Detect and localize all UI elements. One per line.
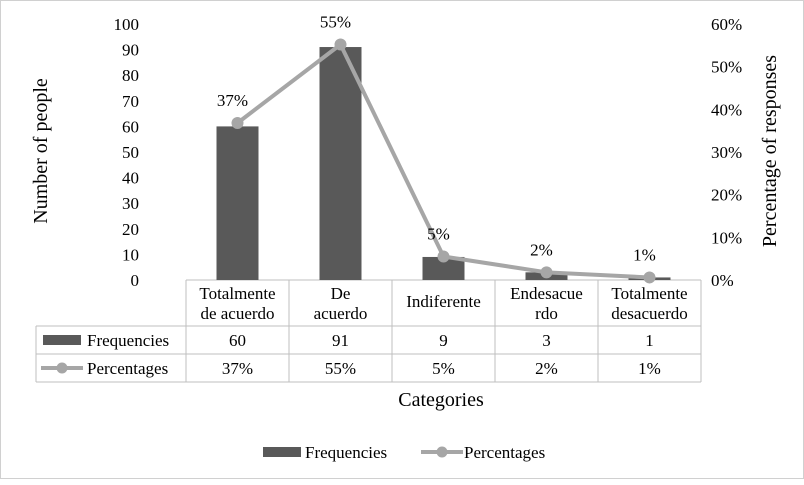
table-cell: 9 <box>439 331 448 350</box>
y2-tick-label: 60% <box>711 15 742 34</box>
category-label: De acuerdo <box>314 284 368 323</box>
table-cell: 2% <box>535 359 558 378</box>
legend-label: Percentages <box>464 443 545 462</box>
y2-tick-label: 0% <box>711 271 734 290</box>
data-label: 2% <box>530 240 553 259</box>
category-label: Totalmente desacuerdo <box>611 284 687 323</box>
y-axis-title: Number of people <box>30 78 52 224</box>
table-cell: 1% <box>638 359 661 378</box>
category-label: Indiferente <box>406 292 481 311</box>
line-marker <box>334 38 347 51</box>
table-cell: 3 <box>542 331 551 350</box>
x-axis-title: Categories <box>398 389 484 411</box>
data-labels: 37% 55% 5% 2% 1% <box>217 12 656 264</box>
data-label: 1% <box>633 245 656 264</box>
legend-line-marker <box>436 446 448 458</box>
legend-bar-key <box>263 447 301 457</box>
category-label-line: de acuerdo <box>200 304 274 323</box>
y-tick-label: 0 <box>131 271 140 290</box>
legend-label: Frequencies <box>305 443 387 462</box>
y-tick-label: 30 <box>122 194 139 213</box>
y2-tick-label: 50% <box>711 58 742 77</box>
table-cell: 60 <box>229 331 246 350</box>
table-cell: 91 <box>332 331 349 350</box>
bar <box>422 256 465 280</box>
line-marker <box>643 271 656 284</box>
category-label-line: desacuerdo <box>611 304 687 323</box>
y2-axis-title: Percentage of responses <box>759 55 781 247</box>
table-legend-line-marker <box>56 362 68 374</box>
data-label: 5% <box>427 225 450 244</box>
category-label-line: De <box>331 284 351 303</box>
y2-tick-label: 40% <box>711 100 742 119</box>
category-label-line: Totalmente <box>199 284 275 303</box>
table-legend-bar-key <box>43 335 81 345</box>
line-series <box>231 38 656 284</box>
category-label-line: Indiferente <box>406 292 481 311</box>
category-label-line: acuerdo <box>314 304 368 323</box>
table-cell: 1 <box>645 331 654 350</box>
table-cell: 5% <box>432 359 455 378</box>
y-tick-label: 20 <box>122 220 139 239</box>
bar <box>216 126 259 281</box>
category-label-line: Totalmente <box>611 284 687 303</box>
line-marker <box>231 116 244 129</box>
right-axis: 0% 10% 20% 30% 40% 50% 60% <box>711 15 742 290</box>
data-label: 55% <box>320 12 351 31</box>
table-cell: 37% <box>222 359 253 378</box>
bar <box>319 47 362 280</box>
y-tick-label: 60 <box>122 117 139 136</box>
table-series-name: Percentages <box>87 359 168 378</box>
left-axis: 0 10 20 30 40 50 60 70 80 90 100 <box>114 15 140 290</box>
y-tick-label: 50 <box>122 143 139 162</box>
y2-tick-label: 20% <box>711 186 742 205</box>
bar-series <box>216 47 671 281</box>
category-label: Totalmente de acuerdo <box>199 284 275 323</box>
category-label-line: Endesacue <box>510 284 583 303</box>
data-label: 37% <box>217 91 248 110</box>
category-label: Endesacue rdo <box>510 284 583 323</box>
y2-tick-label: 30% <box>711 143 742 162</box>
line-marker <box>437 250 450 263</box>
y-tick-label: 90 <box>122 41 139 60</box>
legend: Frequencies Percentages <box>263 443 545 462</box>
table-series-name: Frequencies <box>87 331 169 350</box>
y-tick-label: 100 <box>114 15 140 34</box>
category-label-line: rdo <box>535 304 558 323</box>
y-tick-label: 10 <box>122 245 139 264</box>
y2-tick-label: 10% <box>711 228 742 247</box>
line-marker <box>540 266 553 279</box>
y-tick-label: 80 <box>122 66 139 85</box>
y-tick-label: 70 <box>122 92 139 111</box>
y-tick-label: 40 <box>122 169 139 188</box>
table-cell: 55% <box>325 359 356 378</box>
